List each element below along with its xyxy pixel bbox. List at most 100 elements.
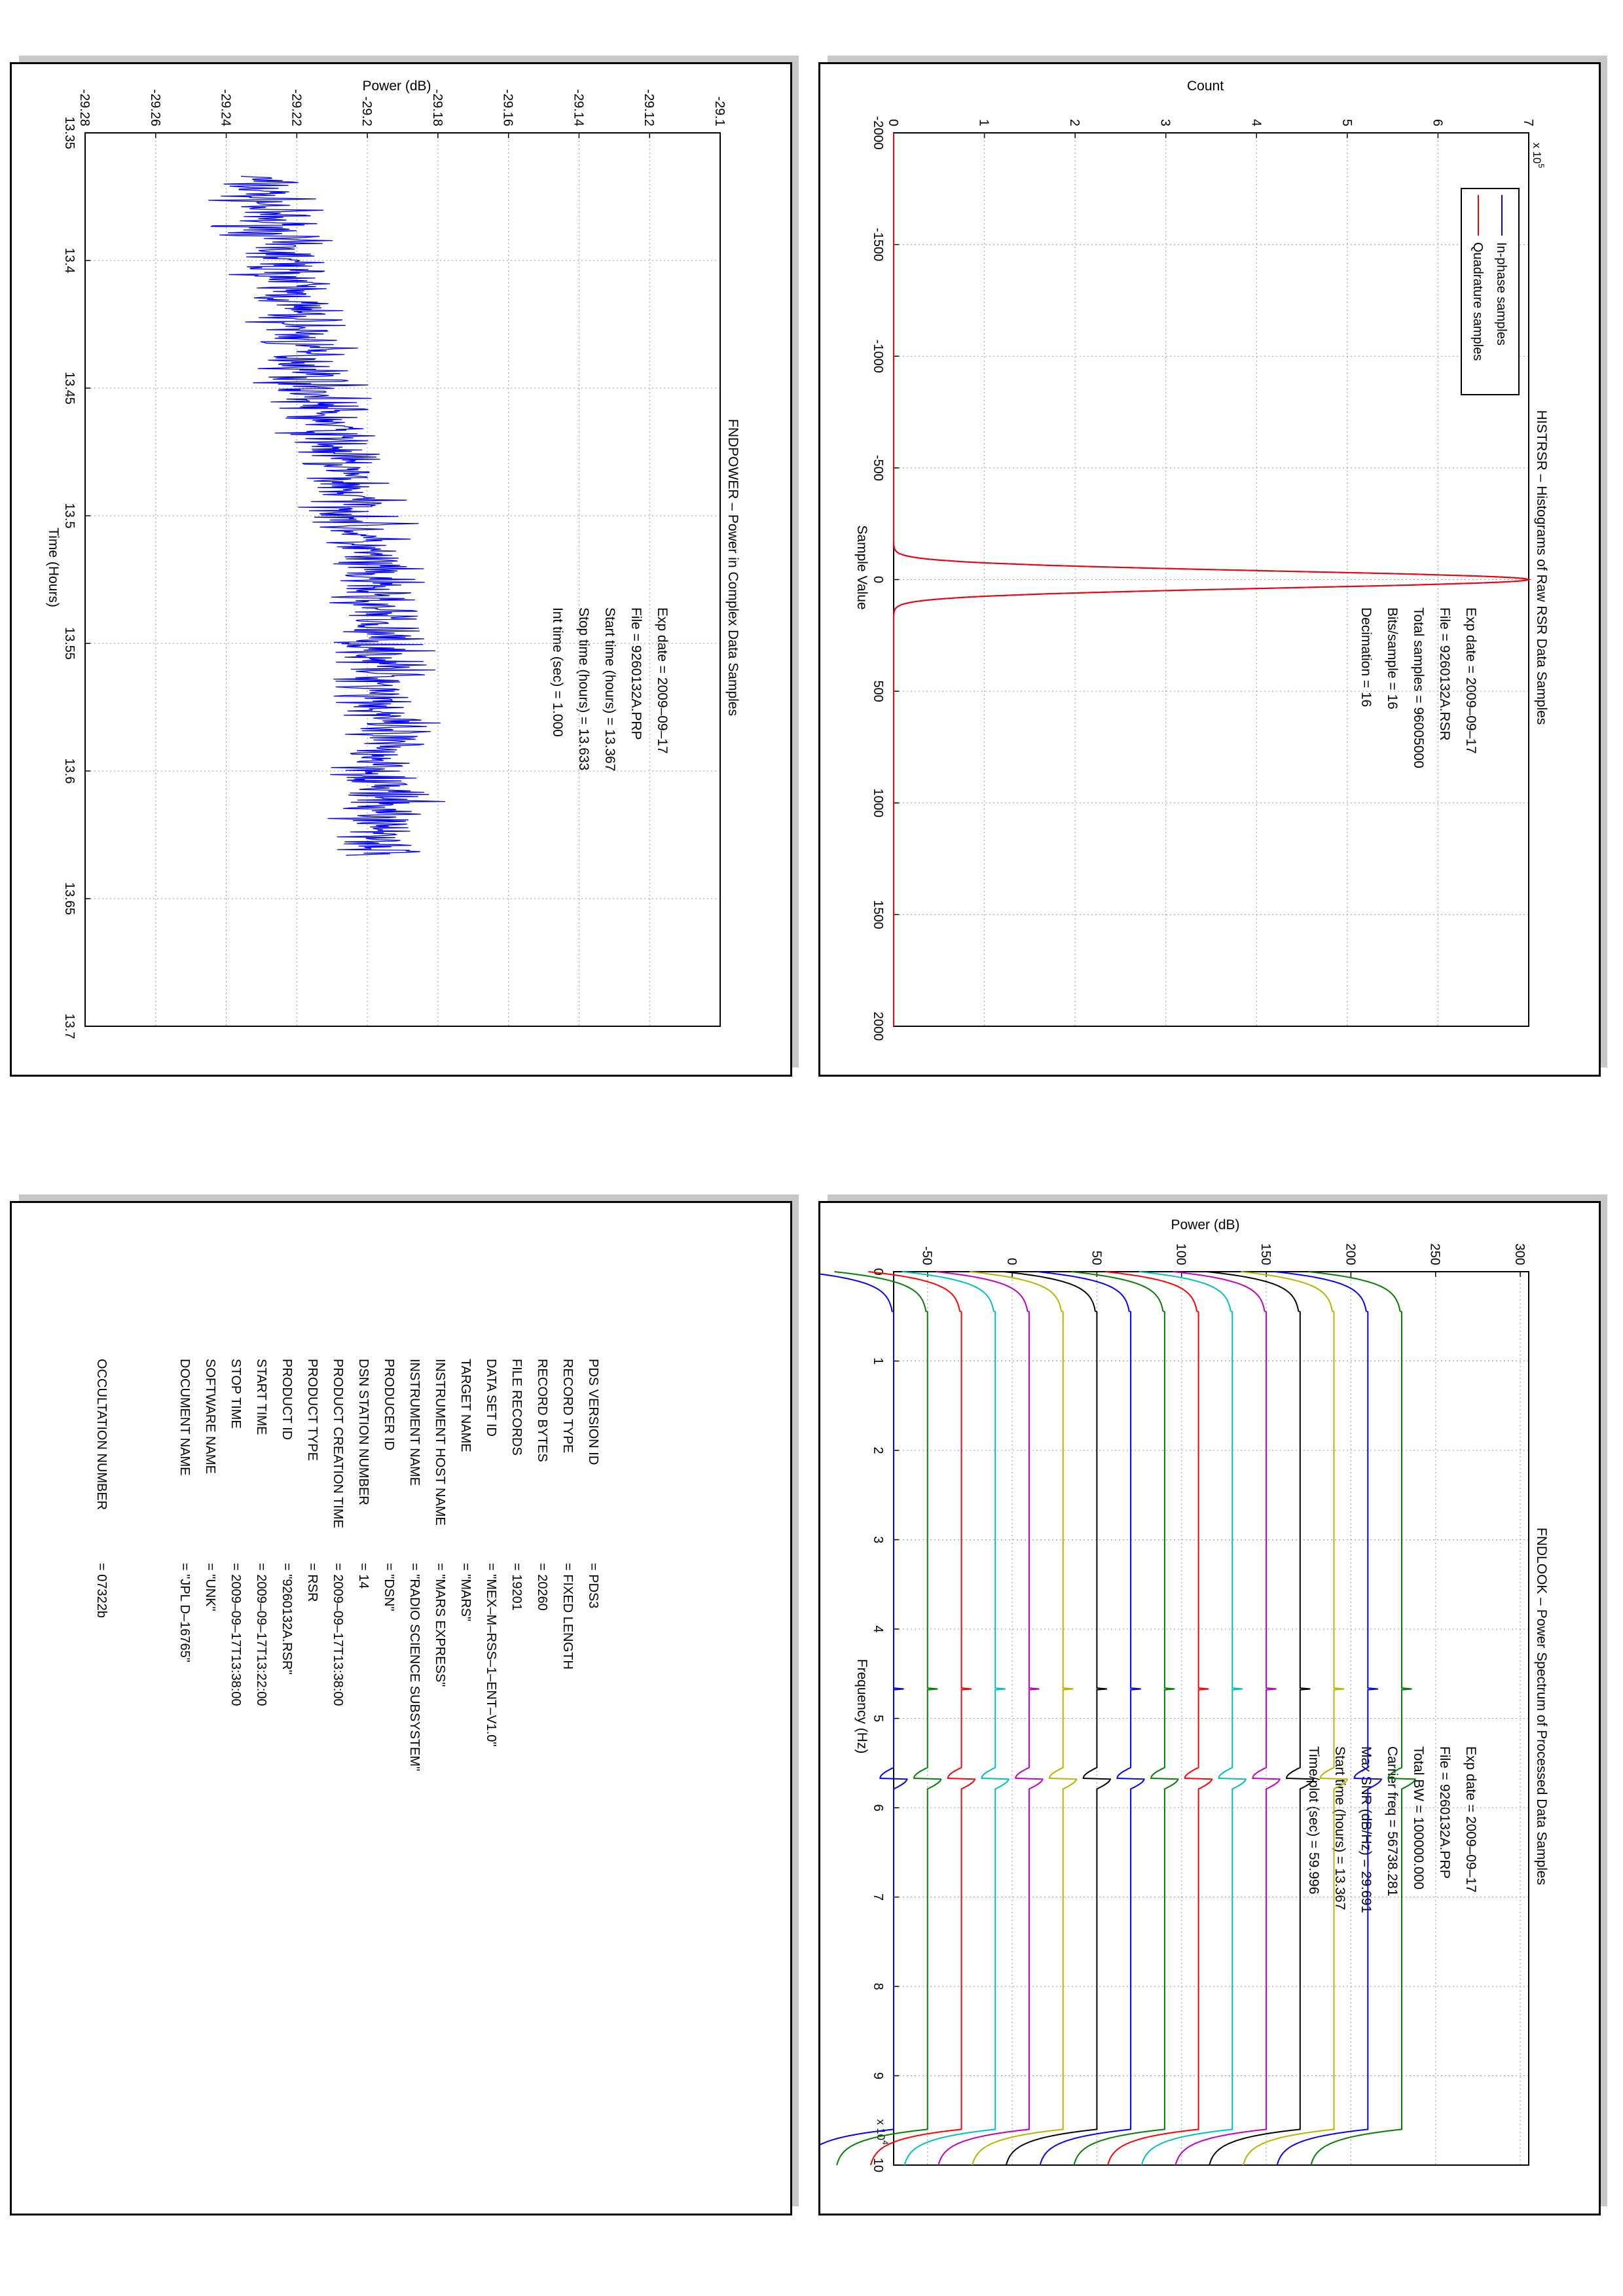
series-line	[820, 1271, 908, 2166]
series-line	[1241, 1271, 1349, 2166]
label-value: = FIXED LENGTH	[560, 1563, 575, 1670]
label-key: STOP TIME	[228, 1359, 243, 1429]
label-value: = 2009–09–17T13:38:00	[228, 1563, 243, 1706]
y-tick-label: -29.22	[289, 89, 303, 126]
info-block: Exp date = 2009–09–17 File = 9260132A.PRP…	[1306, 1746, 1478, 1913]
label-value: = "9260132A.RSR"	[280, 1563, 294, 1674]
y-tick-label: 250	[1428, 1244, 1442, 1265]
info-line: Int time (sec) = 1.000	[550, 607, 565, 737]
x-tick-label: 2000	[871, 1012, 885, 1041]
label-rotated: PDS VERSION ID = PDS3 RECORD TYPE = FIXED L…	[12, 1203, 789, 2210]
y-tick-label: 300	[1512, 1244, 1527, 1265]
y-tick-label: 50	[1089, 1251, 1103, 1265]
x-multiplier: x 104	[875, 2119, 890, 2145]
x-tick-label: 13.5	[62, 503, 77, 529]
fndpower-panel: FNDPOWER – Power in Complex Data Samples…	[10, 56, 799, 1077]
label-key: PRODUCT TYPE	[305, 1359, 319, 1461]
x-tick-label: 500	[871, 680, 885, 702]
x-tick-label: 1500	[871, 900, 885, 929]
series-line	[893, 133, 1531, 1026]
x-axis-label: Time (Hours)	[46, 528, 61, 607]
series-line	[1207, 1271, 1315, 2166]
label-value: = 14	[356, 1563, 371, 1588]
label-value: = "JPL D–16765"	[177, 1563, 192, 1662]
y-tick-label: 6	[1430, 119, 1444, 126]
x-tick-label: 13.7	[62, 1014, 77, 1039]
label-key: INSTRUMENT HOST NAME	[433, 1359, 447, 1526]
chart-title: HISTRSR – Histograms of Raw RSR Data Sam…	[1534, 410, 1549, 725]
x-tick-label: 1	[871, 1357, 885, 1365]
y-tick-label: -29.16	[501, 89, 515, 126]
series-line	[868, 1271, 976, 2166]
info-line: Exp date = 2009–09–17	[1463, 1746, 1478, 1893]
label-value: = 20260	[535, 1563, 549, 1611]
x-tick-label: 13.6	[62, 759, 77, 784]
label-value: = "DSN"	[382, 1563, 396, 1611]
x-tick-label: 3	[871, 1536, 885, 1543]
x-tick-label: 10	[871, 2158, 885, 2172]
series-line	[1003, 1271, 1112, 2166]
x-tick-label: 9	[871, 2072, 885, 2079]
info-block: Exp date = 2009–09–17 File = 9260132A.PRP…	[550, 607, 670, 771]
y-tick-label: 0	[886, 119, 900, 126]
x-tick-label: 13.4	[62, 248, 77, 274]
y-axis-label: Count	[1187, 79, 1224, 94]
y-tick-label: 3	[1158, 119, 1173, 126]
x-tick-label: 7	[871, 1893, 885, 1901]
label-value: = "MARS EXPRESS"	[433, 1563, 447, 1687]
info-line: Carrier freq = 56738.281	[1385, 1746, 1400, 1896]
y-tick-label: 5	[1340, 119, 1354, 126]
x-tick-label: 13.35	[62, 117, 77, 149]
x-tick-label: 13.45	[62, 372, 77, 404]
y-tick-label: 7	[1521, 119, 1535, 126]
y-tick-label: 200	[1343, 1244, 1357, 1265]
histrsr-panel: HISTRSR – Histograms of Raw RSR Data Sam…	[818, 56, 1607, 1077]
fndlook-panel: FNDLOOK – Power Spectrum of Processed Da…	[818, 1194, 1607, 2215]
info-line: Total samples = 96005000	[1411, 607, 1426, 768]
y-tick-label: 0	[1004, 1258, 1019, 1265]
x-tick-label: 8	[871, 1982, 885, 1990]
axes: 13.35 13.4 13.45 13.5 13.55 13.6 13.65 13.7 -29.…	[62, 89, 727, 1039]
label-key: DSN STATION NUMBER	[356, 1359, 371, 1505]
x-tick-label: 2	[871, 1446, 885, 1454]
label-key: RECORD TYPE	[560, 1359, 575, 1453]
info-line: Exp date = 2009–09–17	[1463, 607, 1478, 754]
x-tick-label: -500	[871, 455, 885, 481]
info-line: Total BW = 100000.000	[1411, 1746, 1426, 1890]
label-panel: PDS VERSION ID = PDS3 RECORD TYPE = FIXED L…	[10, 1194, 799, 2215]
x-tick-label: 0	[871, 1268, 885, 1275]
series-line	[1139, 1271, 1247, 2166]
y-axis-label: Power (dB)	[1171, 1217, 1239, 1232]
fndpower-rotated: FNDPOWER – Power in Complex Data Samples…	[12, 64, 789, 1071]
label-key: SOFTWARE NAME	[203, 1359, 217, 1474]
label-value: = "RADIO SCIENCE SUBSYSTEM"	[407, 1563, 422, 1771]
info-line: Time/plot (sec) = 59.996	[1306, 1746, 1321, 1894]
x-tick-label: 1000	[871, 789, 885, 818]
chart-title: FNDLOOK – Power Spectrum of Processed Da…	[1534, 1528, 1549, 1885]
series-line	[1105, 1271, 1213, 2166]
y-tick-label: -29.28	[77, 89, 92, 126]
series-line	[1274, 1271, 1383, 2166]
y-multiplier: x 105	[1531, 143, 1546, 168]
series-line	[902, 1271, 1010, 2166]
label-key: PRODUCT CREATION TIME	[331, 1359, 345, 1528]
y-tick-label: 100	[1174, 1244, 1188, 1265]
y-tick-label: 150	[1258, 1244, 1273, 1265]
series-line	[208, 175, 446, 856]
y-tick-label: 2	[1067, 119, 1082, 126]
x-tick-label: 13.65	[62, 882, 77, 915]
label-key: DOCUMENT NAME	[177, 1359, 192, 1476]
y-tick-label: -29.2	[359, 96, 374, 126]
info-line: Exp date = 2009–09–17	[655, 607, 670, 754]
y-tick-label: -29.12	[642, 89, 656, 126]
x-tick-label: 5	[871, 1715, 885, 1722]
x-tick-label: 4	[871, 1625, 885, 1632]
label-table: PDS VERSION ID = PDS3 RECORD TYPE = FIXED L…	[94, 1359, 600, 1771]
label-value: = 19201	[509, 1563, 524, 1611]
label-value: = "MEX–M–RSS–1–ENT–V1.0"	[484, 1563, 498, 1746]
series-line	[834, 1271, 942, 2166]
label-value: = RSR	[305, 1563, 319, 1602]
y-tick-label: 1	[977, 119, 991, 126]
series-line	[970, 1271, 1078, 2166]
label-key: DATA SET ID	[484, 1359, 498, 1437]
